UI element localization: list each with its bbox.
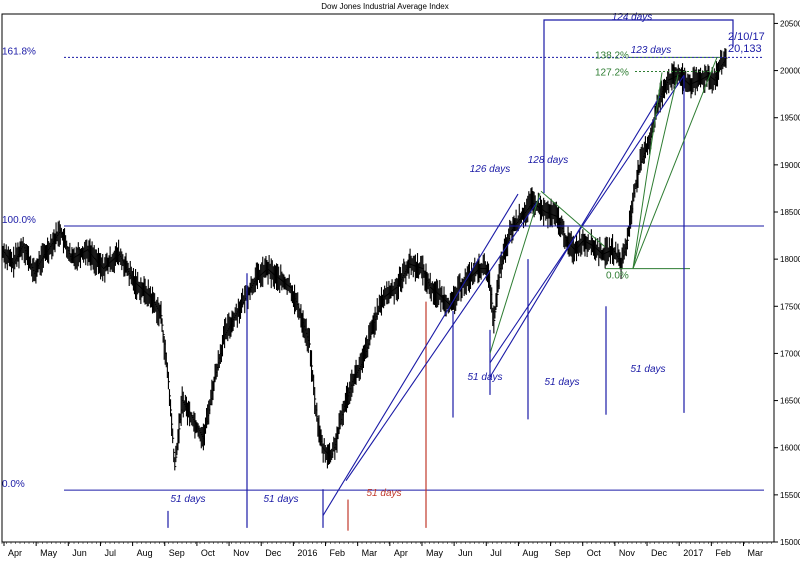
y-tick-label: 16000 xyxy=(780,444,800,453)
price-note: 20,133 xyxy=(728,43,762,55)
annotation-lines xyxy=(64,19,764,531)
x-tick-label: May xyxy=(40,548,58,558)
fib-ext-label: 0.0% xyxy=(606,271,629,282)
y-tick-label: 15500 xyxy=(780,491,800,500)
green-trend-line xyxy=(540,190,606,248)
cycle-label: 51 days xyxy=(544,377,579,388)
fib-ext-label: 127.2% xyxy=(595,68,629,79)
green-trend-line xyxy=(632,72,663,269)
x-tick-label: Jun xyxy=(458,548,473,558)
date-note: 2/10/17 xyxy=(728,31,765,43)
x-tick-label: Sep xyxy=(555,548,571,558)
x-tick-label: Apr xyxy=(394,548,408,558)
fib-ext-label: 138.2% xyxy=(595,50,629,61)
x-tick-label: 2017 xyxy=(683,548,703,558)
green-trend-line xyxy=(632,57,718,269)
y-tick-label: 18000 xyxy=(780,255,800,264)
x-tick-label: Oct xyxy=(201,548,216,558)
x-tick-label: Nov xyxy=(233,548,250,558)
cycle-label: 51 days xyxy=(263,494,298,505)
cycle-label: 51 days xyxy=(170,494,205,505)
x-tick-label: Oct xyxy=(587,548,602,558)
x-tick-label: Nov xyxy=(619,548,636,558)
cycle-label: 51 days xyxy=(630,364,665,375)
cycle-label: 128 days xyxy=(528,155,569,166)
y-tick-label: 17000 xyxy=(780,349,800,358)
cycle-bracket xyxy=(543,19,734,194)
x-tick-label: Mar xyxy=(747,548,763,558)
cycle-label: 126 days xyxy=(470,164,511,175)
x-tick-label: Sep xyxy=(169,548,185,558)
x-tick-label: Feb xyxy=(330,548,346,558)
channel-line xyxy=(489,95,661,378)
y-tick-label: 15000 xyxy=(780,538,800,547)
fib-level-label: 100.0% xyxy=(2,215,36,226)
cycle-label: 51 days xyxy=(467,372,502,383)
x-tick-label: Apr xyxy=(8,548,22,558)
x-tick-label: Jul xyxy=(490,548,502,558)
channel-line xyxy=(322,193,519,516)
green-trend-line xyxy=(489,192,541,354)
y-tick-label: 20500 xyxy=(780,19,800,28)
y-tick-label: 19000 xyxy=(780,161,800,170)
y-tick-label: 18500 xyxy=(780,208,800,217)
chart-title: Dow Jones Industrial Average Index xyxy=(321,2,448,11)
cycle-label: 51 days xyxy=(366,488,401,499)
x-tick-label: Dec xyxy=(651,548,668,558)
y-tick-label: 19500 xyxy=(780,114,800,123)
cycle-label: 123 days xyxy=(631,45,672,56)
x-tick-label: Jun xyxy=(72,548,87,558)
axes-layer: 15000 15500 16000 16500 17000 17500 18000 18500… xyxy=(1,13,800,558)
x-tick-label: Dec xyxy=(265,548,282,558)
x-tick-label: Aug xyxy=(137,548,153,558)
plot-frame xyxy=(1,13,775,543)
x-tick-label: Jul xyxy=(104,548,116,558)
x-tick-label: Feb xyxy=(715,548,731,558)
channel-line xyxy=(489,74,685,364)
green-trend-line xyxy=(632,74,679,269)
channel-line xyxy=(345,197,541,482)
price-bars xyxy=(1,48,728,471)
cycle-label: 124 days xyxy=(612,12,653,23)
fib-level-label: 0.0% xyxy=(2,479,25,490)
x-tick-label: Mar xyxy=(362,548,378,558)
annotation-labels: 161.8% 100.0% 0.0% 138.2% 127.2% 0.0% 124 days… xyxy=(2,12,765,505)
y-tick-label: 16500 xyxy=(780,397,800,406)
x-tick-label: May xyxy=(426,548,444,558)
x-tick-label: Aug xyxy=(522,548,538,558)
y-tick-label: 20000 xyxy=(780,67,800,76)
x-tick-label: 2016 xyxy=(297,548,317,558)
y-tick-label: 17500 xyxy=(780,302,800,311)
fib-level-label: 161.8% xyxy=(2,46,36,57)
